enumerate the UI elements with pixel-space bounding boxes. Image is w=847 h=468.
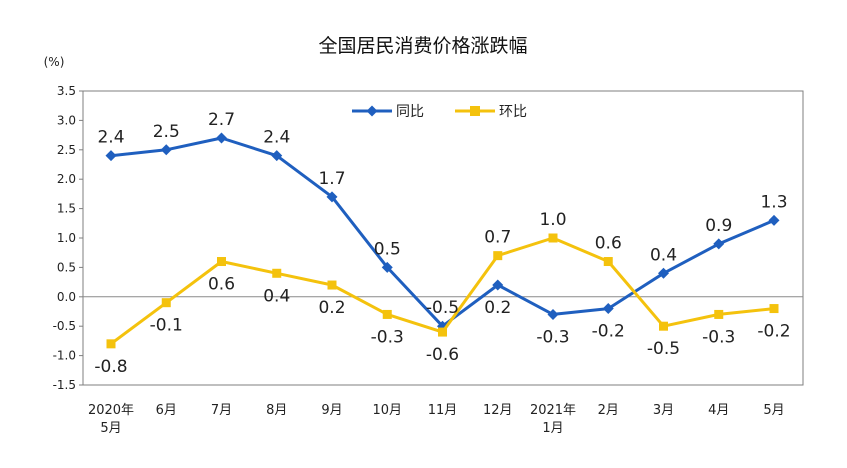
data-label-yoy: 2.5: [153, 122, 180, 142]
legend-marker-yoy: [366, 105, 378, 117]
point-yoy: [658, 267, 669, 279]
y-tick-label: -1.5: [53, 378, 76, 392]
x-tick-label: 3月: [653, 403, 674, 418]
x-tick-label: 2020年: [88, 403, 134, 418]
point-mom: [272, 268, 282, 278]
data-label-yoy: 0.4: [650, 245, 677, 265]
point-mom: [603, 257, 613, 267]
series-layer: [105, 132, 780, 349]
data-label-yoy: 0.5: [374, 239, 401, 259]
data-label-mom: -0.3: [371, 327, 404, 347]
legend-marker-mom: [470, 106, 480, 116]
point-mom: [548, 233, 558, 243]
data-label-mom: 0.7: [484, 228, 511, 248]
point-mom: [769, 304, 779, 314]
point-mom: [382, 309, 392, 319]
x-tick-label: 8月: [266, 403, 287, 418]
point-yoy: [602, 303, 614, 315]
data-label-yoy: -0.3: [536, 327, 569, 347]
y-tick-label: 1.0: [57, 231, 76, 245]
data-label-mom: -0.2: [757, 322, 790, 342]
x-tick-label: 5月: [100, 421, 121, 436]
data-label-yoy: 1.3: [760, 192, 787, 212]
data-label-mom: 0.6: [595, 234, 622, 254]
point-mom: [714, 309, 724, 319]
data-label-mom: 1.0: [539, 210, 566, 230]
data-label-yoy: 0.2: [484, 298, 511, 318]
data-labels-layer: 2.4 2.5 2.7 2.4 1.7 0.5 -0.5 0.2 -0.3 -0.2 0.4 0.9 1…: [94, 110, 790, 377]
point-yoy: [492, 279, 504, 291]
y-tick-label: 2.5: [57, 143, 76, 157]
point-mom: [493, 251, 503, 261]
y-tick-label: -0.5: [53, 319, 76, 333]
x-tick-label: 2021年: [530, 403, 576, 418]
point-yoy: [713, 238, 725, 250]
x-tick-label: 9月: [321, 403, 342, 418]
point-yoy: [271, 150, 283, 162]
y-axis-ticks: 3.5 3.0 2.5 2.0 1.5 1.0 0.5 0.0 -0.5 -1.0 -1.5: [53, 84, 83, 392]
y-tick-label: 1.5: [57, 202, 76, 216]
x-tick-label: 1月: [542, 421, 563, 436]
point-yoy: [547, 308, 559, 320]
x-tick-label: 6月: [156, 403, 177, 418]
data-label-mom: 0.6: [208, 275, 235, 295]
x-tick-label: 4月: [708, 403, 729, 418]
y-tick-label: 3.0: [57, 113, 76, 127]
data-label-yoy: 0.9: [705, 216, 732, 236]
legend-label-yoy: 同比: [396, 104, 424, 120]
point-yoy: [105, 150, 117, 162]
y-tick-label: 0.5: [57, 260, 76, 274]
point-mom: [217, 257, 226, 267]
point-yoy: [326, 191, 338, 203]
data-label-mom: 0.4: [263, 286, 290, 306]
x-tick-label: 7月: [211, 403, 232, 418]
point-yoy: [768, 214, 780, 226]
y-tick-label: -1.0: [53, 349, 76, 363]
data-label-mom: -0.6: [426, 345, 459, 365]
y-axis-unit: (%): [44, 55, 65, 69]
x-tick-label: 5月: [763, 403, 784, 418]
data-label-yoy: 2.4: [97, 128, 124, 148]
x-tick-label: 12月: [483, 403, 513, 418]
y-tick-label: 2.0: [57, 172, 76, 186]
data-label-yoy: 2.7: [208, 110, 235, 130]
point-yoy: [216, 132, 227, 144]
data-label-yoy: 2.4: [263, 128, 290, 148]
point-mom: [161, 298, 171, 308]
x-axis-ticks: 2020年 5月 6月 7月 8月 9月 10月 11月 12月 2021年 1月 2月 3月 4月 5月: [88, 403, 785, 436]
data-label-mom: -0.8: [94, 357, 127, 377]
point-mom: [438, 327, 447, 337]
data-label-yoy: -0.2: [592, 322, 625, 342]
data-label-mom: -0.5: [647, 339, 680, 359]
point-mom: [106, 339, 116, 349]
y-tick-label: 3.5: [57, 84, 76, 98]
point-yoy: [381, 261, 393, 273]
legend-label-mom: 环比: [499, 104, 527, 120]
x-tick-label: 11月: [428, 403, 458, 418]
point-mom: [327, 280, 337, 290]
point-yoy: [160, 144, 172, 156]
point-mom: [659, 321, 668, 331]
x-tick-label: 2月: [598, 403, 619, 418]
legend: 同比 环比: [352, 104, 527, 120]
y-tick-label: 0.0: [57, 290, 76, 304]
x-tick-label: 10月: [372, 403, 402, 418]
plot-area-border: [82, 90, 804, 386]
data-label-yoy: -0.5: [426, 298, 459, 318]
data-label-yoy: 1.7: [318, 169, 345, 189]
data-label-mom: -0.1: [150, 316, 183, 336]
data-label-mom: 0.2: [318, 298, 345, 318]
data-label-mom: -0.3: [702, 327, 735, 347]
chart-title: 全国居民消费价格涨跌幅: [318, 35, 527, 57]
